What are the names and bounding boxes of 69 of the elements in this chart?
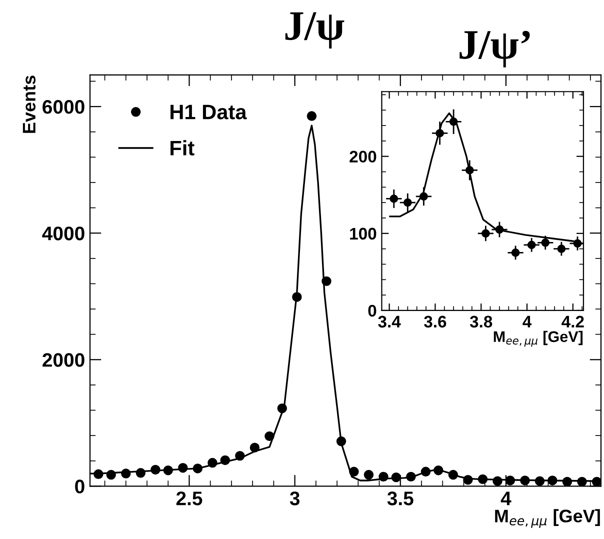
point bbox=[406, 472, 416, 482]
point bbox=[277, 403, 288, 414]
point bbox=[378, 472, 388, 482]
x-tick-label: 3.5 bbox=[387, 492, 414, 506]
point bbox=[420, 466, 431, 476]
x-axis-title: M$_{ee,μμ}$ [GeV] bbox=[495, 509, 600, 528]
point bbox=[548, 476, 558, 486]
point bbox=[336, 436, 346, 446]
point bbox=[322, 276, 332, 286]
point bbox=[292, 292, 302, 302]
text: J/ψ’ bbox=[460, 30, 530, 68]
point bbox=[390, 194, 398, 203]
legend-label: H1 Data bbox=[170, 104, 247, 120]
y-tick-label: 200 bbox=[350, 150, 376, 163]
x-tick-label: 2.5 bbox=[176, 492, 202, 506]
point bbox=[349, 466, 359, 476]
x-tick-label: 3.4 bbox=[378, 316, 401, 328]
point bbox=[364, 470, 374, 480]
y-tick-label: 4000 bbox=[42, 226, 84, 240]
x-tick-label: 4 bbox=[500, 492, 512, 506]
y-tick-label: 100 bbox=[350, 228, 376, 240]
y-tick-label: 6000 bbox=[42, 100, 84, 114]
point bbox=[492, 476, 502, 486]
x-axis-title: M$_{ee,μμ}$ [GeV] bbox=[494, 330, 583, 347]
point bbox=[403, 198, 412, 207]
point bbox=[121, 468, 131, 478]
y-tick-label: 0 bbox=[368, 304, 376, 317]
text: J/ψ bbox=[285, 12, 344, 49]
y-tick-label: 0 bbox=[75, 480, 84, 494]
point bbox=[505, 476, 516, 486]
point bbox=[463, 474, 473, 485]
point bbox=[208, 458, 218, 468]
point bbox=[557, 244, 566, 253]
point bbox=[520, 476, 530, 486]
x-tick-label: 3.8 bbox=[470, 316, 492, 328]
point bbox=[106, 470, 116, 480]
point bbox=[527, 240, 536, 250]
point bbox=[391, 472, 402, 482]
x-tick-label: 4 bbox=[522, 316, 532, 328]
point bbox=[511, 248, 520, 257]
point bbox=[478, 474, 488, 484]
point bbox=[420, 192, 428, 201]
y-axis-title: Events bbox=[22, 76, 36, 133]
x-tick-label: 3.6 bbox=[424, 316, 446, 328]
point bbox=[220, 455, 230, 466]
point bbox=[250, 442, 260, 452]
point bbox=[264, 431, 274, 442]
point bbox=[235, 450, 245, 461]
point bbox=[434, 466, 444, 476]
point bbox=[562, 476, 572, 486]
point bbox=[577, 476, 587, 486]
x-tick-label: 4.2 bbox=[562, 316, 584, 328]
point bbox=[436, 129, 444, 138]
point bbox=[541, 238, 550, 247]
point bbox=[94, 469, 104, 480]
point bbox=[448, 470, 458, 480]
y-tick-label: 2000 bbox=[42, 353, 84, 367]
point bbox=[306, 111, 317, 121]
x-tick-label: 3 bbox=[290, 492, 300, 506]
point bbox=[449, 118, 458, 126]
point bbox=[150, 464, 160, 475]
legend-label: Fit bbox=[170, 140, 194, 156]
point bbox=[534, 476, 545, 486]
point bbox=[573, 239, 582, 248]
point bbox=[192, 464, 203, 474]
point bbox=[465, 166, 474, 174]
point bbox=[136, 468, 146, 478]
point bbox=[163, 466, 173, 476]
point bbox=[178, 462, 188, 473]
